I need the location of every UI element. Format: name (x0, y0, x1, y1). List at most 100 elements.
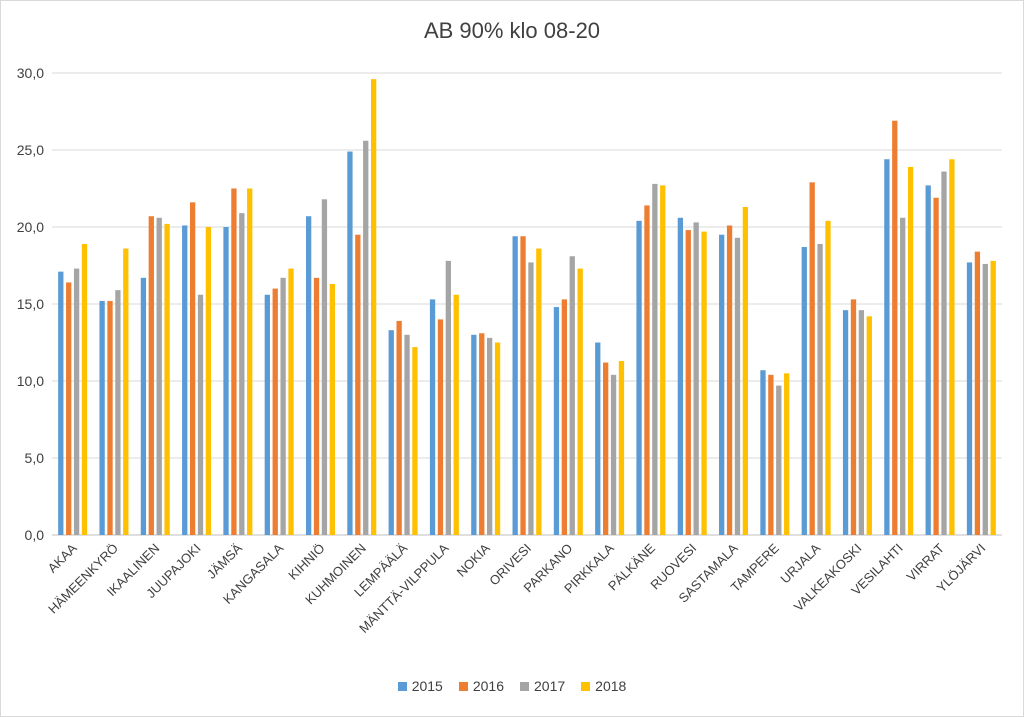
bars (58, 79, 996, 536)
bar-2017-kangasala (280, 277, 286, 535)
bar-2017-ylöjärvi (982, 263, 988, 535)
bar-2015-valkeakoski (842, 310, 849, 535)
legend-swatch (520, 681, 529, 691)
bar-2018-vesilahti (907, 166, 914, 535)
bar-2018-kangasala (288, 268, 294, 535)
bar-2016-jämsä (231, 188, 237, 535)
bar-2015-urjala (801, 247, 807, 535)
bar-2017-parkano (569, 256, 575, 535)
bar-2018-sastamala (742, 206, 749, 536)
bar-2018-kuhmoinen (370, 79, 377, 535)
bar-2015-hämeenkyrö (99, 300, 105, 535)
bar-2015-kuhmoinen (347, 151, 353, 536)
bar-2015-juupajoki (182, 225, 188, 535)
legend-swatch (581, 681, 591, 691)
bar-2015-kihniö (305, 216, 312, 535)
y-tick-label: 5,0 (25, 450, 45, 466)
bar-2016-lempäälä (396, 320, 402, 535)
bar-2017-orivesi (528, 262, 534, 535)
legend-label: 2017 (534, 678, 566, 694)
y-tick-label: 25,0 (17, 142, 44, 158)
bar-2017-sastamala (734, 237, 741, 535)
bar-2018-lempäälä (412, 347, 418, 535)
bar-2018-orivesi (536, 248, 542, 535)
bar-2016-pirkkala (603, 362, 609, 535)
bar-2016-nokia (479, 333, 485, 535)
bar-2018-virrat (949, 159, 955, 536)
bar-2016-urjala (809, 182, 815, 535)
bar-2018-kihniö (329, 283, 335, 535)
bar-2016-virrat (933, 197, 939, 536)
bar-2017-valkeakoski (858, 310, 865, 535)
bar-2015-orivesi (512, 236, 518, 536)
bar-2018-juupajoki (205, 227, 212, 535)
bar-2016-ruovesi (685, 230, 691, 535)
bar-2018-jämsä (247, 188, 253, 535)
bar-2016-tampere (768, 374, 774, 535)
y-axis-ticks: 0,0 5,0 10,0 15,0 20,0 25,0 30,0 (17, 65, 44, 543)
bar-2017-kuhmoinen (363, 140, 369, 535)
bar-2015-jämsä (223, 227, 229, 535)
bar-2017-jämsä (239, 213, 245, 535)
bar-2015-kangasala (264, 294, 270, 535)
bar-2016-kuhmoinen (355, 234, 361, 535)
bar-2018-nokia (494, 342, 501, 535)
bar-2018-ikaalinen (164, 223, 170, 536)
bar-2018-pälkäne (660, 185, 666, 536)
bar-2018-ruovesi (701, 231, 707, 535)
legend-label: 2015 (411, 678, 443, 694)
bar-2015-ruovesi (677, 217, 684, 535)
bar-2017-ruovesi (693, 222, 699, 535)
x-tick-label: NOKIA (454, 540, 493, 579)
bar-2016-pälkäne (644, 205, 650, 535)
bar-2017-pirkkala (610, 374, 617, 535)
bar-2017-vesilahti (900, 217, 906, 535)
bar-2015-ikaalinen (140, 277, 147, 535)
y-tick-label: 0,0 (25, 527, 45, 543)
bar-2017-lempäälä (404, 334, 410, 535)
bar-2016-parkano (561, 299, 568, 535)
bar-2016-hämeenkyrö (107, 300, 113, 535)
bar-2016-akaa (66, 282, 72, 535)
bar-2018-ylöjärvi (990, 260, 996, 535)
bar-2017-nokia (486, 337, 493, 535)
bar-2016-vesilahti (892, 120, 898, 536)
y-tick-label: 20,0 (17, 219, 44, 235)
bar-2016-sastamala (726, 225, 733, 535)
bar-2015-akaa (58, 271, 64, 535)
bar-2017-juupajoki (197, 294, 204, 535)
legend-label: 2018 (595, 678, 627, 694)
bar-2017-kihniö (321, 199, 328, 535)
legend-item-2017: 2017 (520, 678, 565, 694)
chart-title: AB 90% klo 08-20 (423, 18, 601, 43)
bar-2017-virrat (941, 171, 947, 535)
bar-2015-mänttä-vilppula (429, 299, 436, 535)
bar-2018-parkano (577, 268, 583, 535)
bar-2018-valkeakoski (866, 316, 872, 535)
bar-2015-pirkkala (595, 342, 601, 535)
bar-2018-akaa (81, 243, 88, 535)
bar-2018-mänttä-vilppula (453, 294, 459, 535)
bar-2015-virrat (925, 185, 931, 536)
bar-2018-pirkkala (618, 360, 625, 535)
bar-2017-tampere (776, 385, 782, 535)
bar-2017-akaa (73, 268, 80, 535)
bar-2018-urjala (825, 220, 831, 535)
bar-2017-hämeenkyrö (115, 290, 121, 535)
bar-2016-ikaalinen (148, 216, 154, 535)
bar-2015-parkano (553, 307, 560, 535)
bar-2016-juupajoki (189, 202, 196, 536)
bar-2018-tampere (784, 373, 790, 535)
bar-2016-orivesi (520, 236, 526, 536)
x-tick-label: JÄMSÄ (204, 540, 245, 581)
y-tick-label: 10,0 (17, 373, 44, 389)
y-tick-label: 30,0 (17, 65, 44, 81)
bar-2015-ylöjärvi (966, 262, 973, 535)
bar-2015-tampere (760, 370, 766, 535)
bar-2015-lempäälä (388, 330, 394, 535)
bar-2017-ikaalinen (156, 217, 162, 535)
legend-item-2018: 2018 (581, 678, 626, 694)
legend-item-2016: 2016 (458, 678, 504, 694)
